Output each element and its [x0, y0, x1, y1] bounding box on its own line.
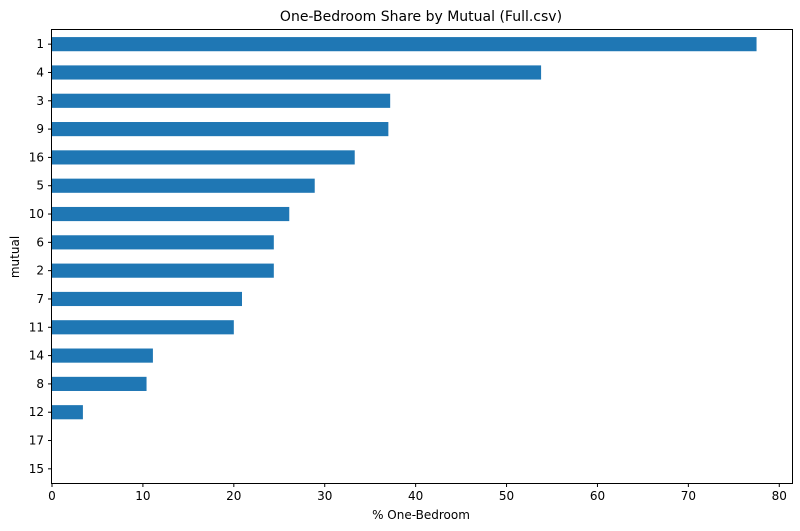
- x-axis-ticks: 0 10 20 30 40 50 60 70 80: [48, 483, 787, 503]
- y-tick-label: 1: [36, 37, 44, 51]
- y-tick-label: 16: [29, 150, 44, 164]
- bar-mutual-5: [52, 178, 315, 193]
- bar-mutual-3: [52, 93, 391, 108]
- x-tick-label: 80: [772, 489, 787, 503]
- y-tick-label: 9: [36, 122, 44, 136]
- y-tick-label: 10: [29, 207, 44, 221]
- x-tick-label: 20: [226, 489, 241, 503]
- plot-frame: [51, 29, 793, 484]
- y-tick-label: 5: [36, 179, 44, 193]
- y-tick-label: 7: [36, 292, 44, 306]
- x-tick-label: 40: [408, 489, 423, 503]
- x-tick-label: 30: [317, 489, 332, 503]
- bar-mutual-14: [52, 348, 153, 363]
- y-tick-label: 4: [36, 65, 44, 79]
- chart-title: One-Bedroom Share by Mutual (Full.csv): [280, 9, 562, 25]
- x-axis-label: % One-Bedroom: [372, 508, 470, 522]
- y-tick-label: 14: [29, 349, 44, 363]
- y-tick-label: 12: [29, 405, 44, 419]
- bar-mutual-7: [52, 291, 242, 307]
- bar-mutual-11: [52, 320, 234, 335]
- x-tick-label: 0: [48, 489, 56, 503]
- bar-mutual-8: [52, 376, 147, 391]
- y-tick-label: 15: [29, 462, 44, 476]
- y-axis-label: mutual: [8, 236, 22, 278]
- y-tick-label: 8: [36, 377, 44, 391]
- y-tick-label: 11: [29, 320, 44, 334]
- y-tick-label: 17: [29, 434, 44, 448]
- bar-mutual-6: [52, 235, 274, 250]
- x-tick-label: 60: [590, 489, 605, 503]
- y-tick-label: 3: [36, 94, 44, 108]
- x-tick-label: 50: [499, 489, 514, 503]
- bar-mutual-4: [52, 65, 542, 80]
- bars-group: [52, 37, 757, 420]
- y-tick-label: 2: [36, 264, 44, 278]
- bar-mutual-9: [52, 122, 389, 137]
- bar-mutual-1: [52, 37, 757, 52]
- y-tick-label: 6: [36, 235, 44, 249]
- bar-mutual-16: [52, 150, 355, 165]
- bar-mutual-12: [52, 405, 83, 420]
- bar-mutual-10: [52, 206, 290, 222]
- bar-mutual-2: [52, 263, 274, 278]
- x-tick-label: 10: [135, 489, 150, 503]
- x-tick-label: 70: [681, 489, 696, 503]
